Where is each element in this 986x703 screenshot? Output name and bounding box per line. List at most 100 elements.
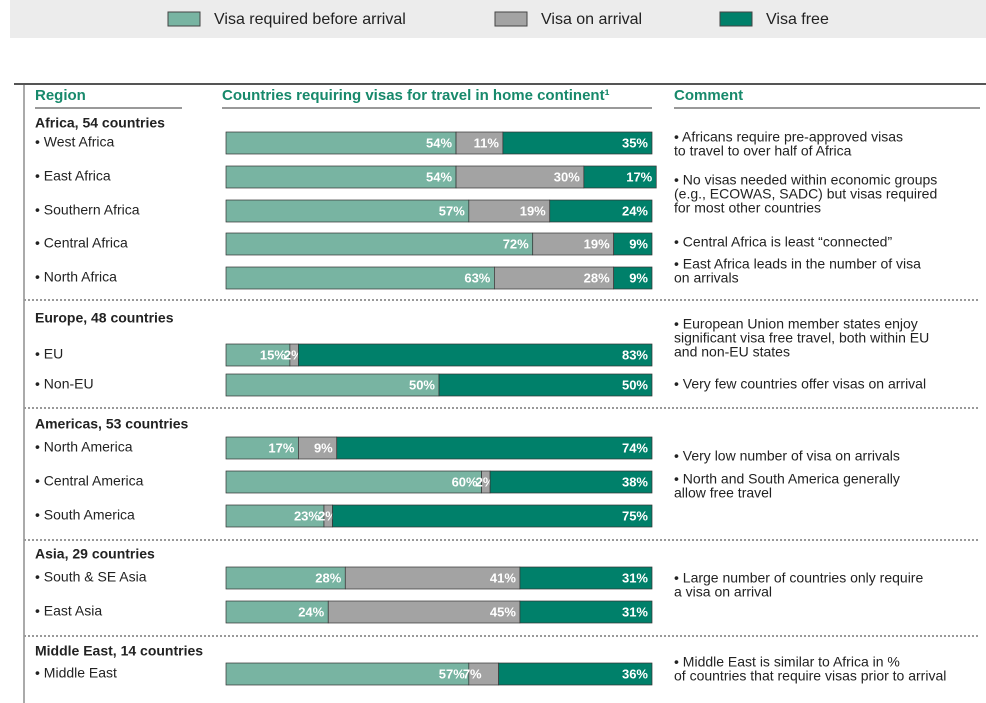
group-title: Middle East, 14 countries xyxy=(35,643,203,659)
value-label: 72% xyxy=(503,236,529,251)
value-label: 7% xyxy=(463,666,482,681)
value-label: 24% xyxy=(298,604,324,619)
value-label: 31% xyxy=(622,570,648,585)
comment: (e.g., ECOWAS, SADC) but visas required xyxy=(674,186,937,202)
bar-segment xyxy=(298,343,653,367)
bar-segment xyxy=(502,131,653,155)
row-label: • Central Africa xyxy=(35,235,128,251)
bar-segment xyxy=(549,199,653,223)
bar-segment xyxy=(498,662,653,686)
comment: • Middle East is similar to Africa in % xyxy=(674,654,900,670)
value-label: 30% xyxy=(554,169,580,184)
value-label: 9% xyxy=(314,440,333,455)
column-header: Countries requiring visas for travel in … xyxy=(222,87,610,104)
value-label: 17% xyxy=(268,440,294,455)
value-label: 35% xyxy=(622,135,648,150)
value-label: 63% xyxy=(464,270,490,285)
row-label: • Non-EU xyxy=(35,376,94,392)
value-label: 54% xyxy=(426,135,452,150)
bar-segment xyxy=(225,232,534,256)
comment: • East Africa leads in the number of vis… xyxy=(674,256,921,272)
bar-segment xyxy=(519,600,653,624)
legend-swatch xyxy=(167,11,201,27)
legend-swatch xyxy=(494,11,528,27)
bar-segment xyxy=(225,470,482,494)
value-label: 31% xyxy=(622,604,648,619)
row-label: • South America xyxy=(35,507,135,523)
comment: of countries that require visas prior to… xyxy=(674,668,946,684)
row-label: • East Africa xyxy=(35,168,111,184)
bar-segment xyxy=(336,436,653,460)
comment: significant visa free travel, both withi… xyxy=(674,330,929,346)
column-header: Comment xyxy=(674,87,743,104)
value-label: 9% xyxy=(629,236,648,251)
comment: for most other countries xyxy=(674,200,821,216)
comment: • Africans require pre-approved visas xyxy=(674,129,903,145)
value-label: 75% xyxy=(622,508,648,523)
group-title: Africa, 54 countries xyxy=(35,115,165,131)
comment: on arrivals xyxy=(674,270,739,286)
bar-segment xyxy=(225,131,457,155)
legend-swatch xyxy=(719,11,753,27)
value-label: 38% xyxy=(622,474,648,489)
row-label: • West Africa xyxy=(35,134,115,150)
column-header: Region xyxy=(35,87,86,104)
value-label: 50% xyxy=(409,377,435,392)
comment: a visa on arrival xyxy=(674,584,772,600)
bar-segment xyxy=(613,266,653,290)
group-title: Europe, 48 countries xyxy=(35,310,174,326)
comment: • Very few countries offer visas on arri… xyxy=(674,376,926,392)
value-label: 57% xyxy=(439,666,465,681)
value-label: 28% xyxy=(315,570,341,585)
bar-segment xyxy=(225,165,457,189)
value-label: 23% xyxy=(294,508,320,523)
value-label: 60% xyxy=(452,474,478,489)
value-label: 50% xyxy=(622,377,648,392)
comment: • Very low number of visa on arrivals xyxy=(674,448,900,464)
row-label: • Southern Africa xyxy=(35,202,140,218)
value-label: 45% xyxy=(490,604,516,619)
bar-segment xyxy=(613,232,653,256)
row-label: • East Asia xyxy=(35,603,102,619)
bar-segment xyxy=(225,373,440,397)
legend-label: Visa required before arrival xyxy=(214,11,406,28)
bar-segment xyxy=(332,504,653,528)
value-label: 83% xyxy=(622,347,648,362)
comment: • Central Africa is least “connected” xyxy=(674,234,892,250)
comment: • No visas needed within economic groups xyxy=(674,172,937,188)
bar-segment xyxy=(438,373,653,397)
value-label: 41% xyxy=(490,570,516,585)
value-label: 57% xyxy=(439,203,465,218)
value-label: 11% xyxy=(474,135,500,150)
value-label: 15% xyxy=(260,347,286,362)
value-label: 28% xyxy=(584,270,610,285)
bar-segment xyxy=(583,165,657,189)
comment: • European Union member states enjoy xyxy=(674,316,918,332)
bar-segment xyxy=(489,470,653,494)
legend-label: Visa free xyxy=(766,11,829,28)
row-label: • South & SE Asia xyxy=(35,569,147,585)
value-label: 17% xyxy=(626,169,652,184)
group-title: Asia, 29 countries xyxy=(35,546,155,562)
bar-segment xyxy=(225,199,470,223)
value-label: 24% xyxy=(622,203,648,218)
value-label: 36% xyxy=(622,666,648,681)
value-label: 19% xyxy=(520,203,546,218)
comment: allow free travel xyxy=(674,485,772,501)
value-label: 54% xyxy=(426,169,452,184)
row-label: • North America xyxy=(35,439,133,455)
comment: to travel to over half of Africa xyxy=(674,143,852,159)
group-title: Americas, 53 countries xyxy=(35,416,189,432)
row-label: • EU xyxy=(35,346,63,362)
row-label: • Central America xyxy=(35,473,144,489)
comment: • North and South America generally xyxy=(674,471,900,487)
row-label: • North Africa xyxy=(35,269,117,285)
bar-segment xyxy=(225,662,470,686)
bar-segment xyxy=(225,266,495,290)
comment: and non-EU states xyxy=(674,344,790,360)
legend-label: Visa on arrival xyxy=(541,11,642,28)
value-label: 9% xyxy=(629,270,648,285)
value-label: 19% xyxy=(584,236,610,251)
value-label: 74% xyxy=(622,440,648,455)
